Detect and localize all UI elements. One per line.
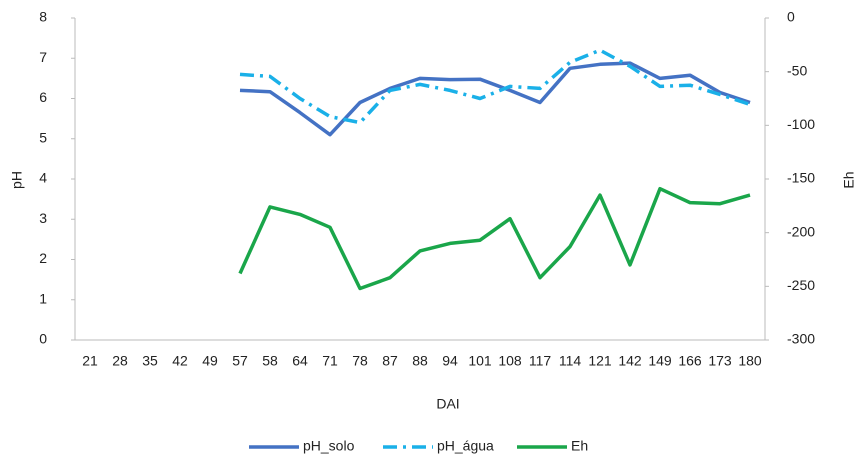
series-line <box>239 48 751 125</box>
x-tick-label: 49 <box>202 353 218 369</box>
x-tick-label: 149 <box>648 353 672 369</box>
y-tick-label: 0 <box>39 331 47 347</box>
legend-label: pH_água <box>437 438 494 454</box>
x-tick-label: 71 <box>322 353 338 369</box>
y2-axis-label: Eh <box>841 171 857 188</box>
x-tick-label: 121 <box>588 353 612 369</box>
x-tick-label: 108 <box>498 353 522 369</box>
x-tick-label: 42 <box>172 353 188 369</box>
y2-tick-label: -300 <box>787 331 815 347</box>
y-axis-label: pH <box>9 171 25 189</box>
y2-tick-label: -50 <box>787 62 807 78</box>
x-tick-label: 173 <box>708 353 732 369</box>
x-tick-label: 35 <box>142 353 158 369</box>
x-tick-label: 180 <box>738 353 762 369</box>
y2-tick-label: -250 <box>787 277 815 293</box>
y-tick-label: 3 <box>39 210 47 226</box>
x-tick-label: 28 <box>112 353 128 369</box>
x-tick-label: 114 <box>559 353 582 369</box>
x-tick-label: 78 <box>352 353 368 369</box>
y2-tick-label: 0 <box>787 9 795 25</box>
x-tick-label: 142 <box>618 353 642 369</box>
legend-label: pH_solo <box>303 438 355 454</box>
x-tick-label: 64 <box>292 353 308 369</box>
y-tick-label: 6 <box>39 89 47 105</box>
x-tick-label: 101 <box>468 353 492 369</box>
x-tick-label: 117 <box>529 353 552 369</box>
x-axis-label: DAI <box>436 396 459 412</box>
x-tick-label: 166 <box>678 353 702 369</box>
y2-tick-label: -100 <box>787 116 815 132</box>
x-tick-label: 21 <box>82 353 98 369</box>
y-tick-label: 4 <box>39 170 47 186</box>
legend-label: Eh <box>571 438 588 454</box>
series-line <box>238 186 751 291</box>
x-tick-label: 88 <box>412 353 428 369</box>
x-tick-label: 87 <box>382 353 398 369</box>
y2-tick-label: -200 <box>787 223 815 239</box>
y-tick-label: 7 <box>39 49 47 65</box>
y-tick-label: 2 <box>39 250 47 266</box>
x-tick-label: 58 <box>262 353 278 369</box>
x-tick-label: 94 <box>442 353 458 369</box>
series-line <box>239 61 751 137</box>
y-tick-label: 1 <box>39 290 47 306</box>
y-tick-label: 5 <box>39 129 47 145</box>
y2-tick-label: -150 <box>787 170 815 186</box>
y-tick-label: 8 <box>39 9 47 25</box>
x-tick-label: 57 <box>232 353 248 369</box>
